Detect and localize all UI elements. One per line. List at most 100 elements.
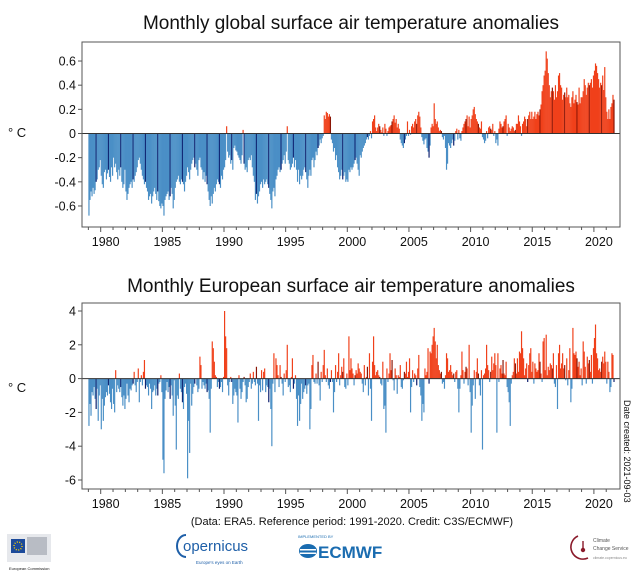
bar-2001-2 (361, 374, 362, 379)
bar-1979-6 (94, 134, 95, 194)
bar-2016-4 (548, 73, 549, 133)
bar-1999-9 (343, 134, 344, 176)
bar-2010-4 (474, 107, 475, 134)
bar-2008-7 (452, 375, 453, 378)
bar-2001-9 (368, 379, 369, 396)
bar-2010-1 (471, 379, 472, 433)
bar-1992-1 (249, 379, 250, 382)
bar-2000-1 (347, 379, 348, 386)
bar-2019-6 (587, 88, 588, 134)
bar-1991-3 (238, 375, 239, 378)
bar-1999-8 (342, 372, 343, 379)
bar-2004-11 (407, 121, 408, 133)
bar-2019-11 (592, 88, 593, 134)
bar-2009-6 (463, 124, 464, 134)
bar-1997-6 (315, 134, 316, 152)
bar-2012-11 (506, 362, 507, 379)
bar-2001-5 (364, 134, 365, 146)
bar-1985-2 (163, 379, 164, 474)
bar-2010-1 (471, 119, 472, 134)
bar-2020-12 (605, 362, 606, 379)
bar-1982-1 (125, 134, 126, 192)
bar-2008-1 (446, 353, 447, 378)
bar-2014-4 (523, 121, 524, 133)
bar-2014-7 (526, 126, 527, 133)
bar-1993-11 (271, 134, 272, 209)
bar-2020-11 (604, 352, 605, 379)
bar-2014-9 (528, 365, 529, 379)
bar-1986-3 (177, 379, 178, 396)
bar-1989-9 (220, 134, 221, 188)
bar-2014-7 (526, 363, 527, 378)
bar-2020-1 (594, 338, 595, 379)
bar-2004-1 (397, 379, 398, 394)
bar-1996-3 (300, 379, 301, 404)
bar-2020-2 (595, 63, 596, 133)
bar-1988-6 (204, 134, 205, 182)
bar-1981-12 (124, 134, 125, 170)
bar-1987-7 (193, 134, 194, 158)
bar-2017-4 (560, 368, 561, 378)
bar-1981-2 (114, 379, 115, 413)
bar-1983-1 (138, 134, 139, 161)
bar-1991-9 (245, 134, 246, 170)
bar-2020-3 (596, 353, 597, 378)
bar-2003-11 (395, 123, 396, 134)
bar-2000-2 (348, 336, 349, 378)
bar-1982-8 (133, 379, 134, 384)
bar-2016-8 (552, 88, 553, 134)
bar-2016-7 (551, 91, 552, 133)
bar-2011-1 (483, 134, 484, 140)
bar-1992-5 (253, 372, 254, 379)
bar-2011-1 (483, 375, 484, 378)
bar-2020-5 (598, 370, 599, 378)
bar-2015-6 (537, 112, 538, 134)
bar-1988-5 (203, 134, 204, 173)
bar-1984-3 (152, 134, 153, 197)
bar-1987-11 (197, 379, 198, 393)
bar-1989-1 (212, 341, 213, 378)
bar-2020-11 (604, 67, 605, 133)
bar-2001-6 (365, 134, 366, 144)
bar-1983-7 (144, 134, 145, 185)
bar-1990-3 (226, 348, 227, 378)
bar-2017-12 (568, 370, 569, 378)
bar-1991-4 (239, 379, 240, 389)
bar-1984-10 (159, 379, 160, 382)
bar-1991-5 (240, 379, 241, 399)
bar-1990-5 (228, 379, 229, 396)
bar-2001-1 (360, 134, 361, 156)
x-tick-label: 1980 (92, 497, 120, 511)
bar-2016-3 (547, 59, 548, 134)
y-tick-label: 0 (69, 127, 76, 141)
bar-2012-4 (498, 129, 499, 134)
bar-2009-7 (464, 372, 465, 379)
bar-1983-5 (142, 379, 143, 386)
bar-1984-5 (154, 134, 155, 188)
bar-2001-8 (367, 134, 368, 138)
bar-1988-7 (206, 134, 207, 176)
bar-2008-6 (451, 134, 452, 144)
bar-2006-12 (433, 336, 434, 378)
bar-2001-3 (362, 379, 363, 384)
bar-2010-3 (473, 109, 474, 133)
bar-1983-2 (139, 134, 140, 158)
bar-1986-1 (175, 134, 176, 188)
bar-1997-10 (320, 379, 321, 401)
bar-2002-4 (375, 127, 376, 133)
bar-2011-10 (492, 124, 493, 134)
bar-2007-8 (441, 372, 442, 379)
bar-1983-3 (140, 379, 141, 382)
bar-1993-6 (266, 134, 267, 180)
bar-2016-11 (555, 379, 556, 387)
bar-1987-7 (193, 379, 194, 387)
bar-1996-11 (308, 379, 309, 384)
bar-1984-6 (155, 379, 156, 396)
bar-2005-8 (416, 379, 417, 386)
bar-2018-7 (575, 352, 576, 379)
bar-2018-10 (578, 362, 579, 379)
ecmwf-logo: IMPLEMENTED BY ECMWF (298, 534, 382, 562)
bar-1990-3 (226, 126, 227, 133)
bar-2011-2 (484, 374, 485, 379)
bar-2018-7 (575, 95, 576, 134)
